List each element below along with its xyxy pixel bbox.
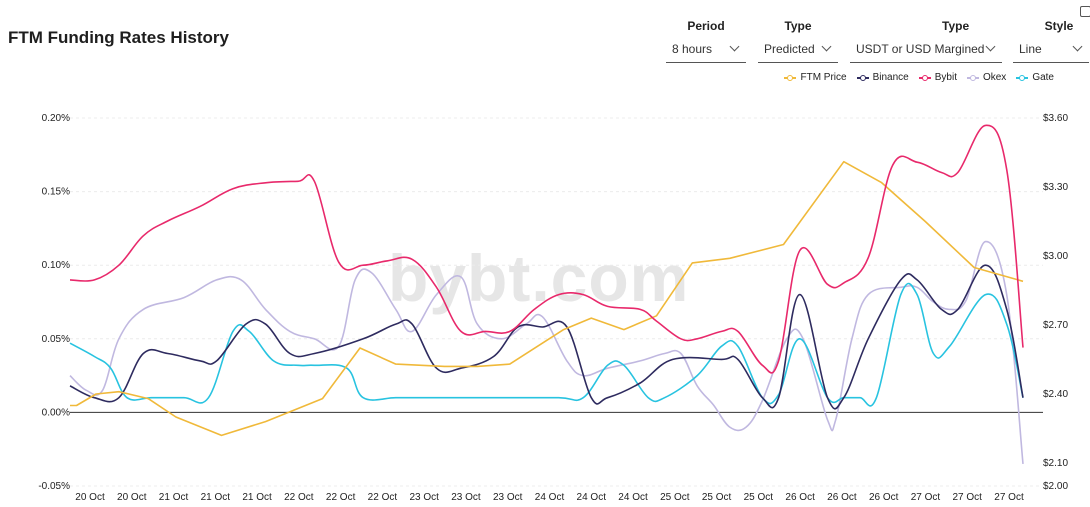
y-right-tick-label: $3.30 <box>1043 182 1068 193</box>
style-label: Style <box>1044 19 1074 33</box>
period-select[interactable]: 8 hours <box>666 38 746 63</box>
x-tick-label: 20 Oct <box>117 492 147 503</box>
margin-type-selector[interactable]: Type USDT or USD Margined <box>850 18 1002 63</box>
legend-swatch <box>1016 74 1029 81</box>
y-left-tick-label: 0.10% <box>42 260 70 271</box>
type-value: Predicted <box>764 42 815 56</box>
x-tick-label: 24 Oct <box>618 492 648 503</box>
x-tick-label: 24 Oct <box>577 492 607 503</box>
series-line-bybit <box>69 124 1024 374</box>
y-left-tick-label: 0.15% <box>42 187 70 198</box>
x-tick-label: 21 Oct <box>242 492 272 503</box>
series-line-binance <box>69 264 1024 410</box>
x-tick-label: 21 Oct <box>201 492 231 503</box>
legend-item-gate[interactable]: Gate <box>1016 72 1054 83</box>
x-tick-label: 22 Oct <box>326 492 356 503</box>
legend-swatch <box>784 74 797 81</box>
y-right-tick-label: $2.00 <box>1043 481 1068 492</box>
x-tick-label: 22 Oct <box>284 492 314 503</box>
x-tick-label: 23 Oct <box>409 492 439 503</box>
legend-item-binance[interactable]: Binance <box>856 72 909 83</box>
y-left-tick-label: 0.20% <box>42 113 70 124</box>
legend-swatch <box>918 74 931 81</box>
style-select[interactable]: Line <box>1013 38 1089 63</box>
chart-legend: FTM Price Binance Bybit Okex Gate <box>784 72 1054 83</box>
y-right-tick-label: $2.10 <box>1043 458 1068 469</box>
legend-swatch <box>856 74 869 81</box>
type-label: Type <box>784 19 812 33</box>
x-tick-label: 23 Oct <box>493 492 523 503</box>
x-tick-label: 23 Oct <box>451 492 481 503</box>
type-select[interactable]: Predicted <box>758 38 838 63</box>
legend-label: Gate <box>1032 72 1054 83</box>
legend-label: FTM Price <box>800 72 847 83</box>
y-right-tick-label: $3.00 <box>1043 251 1068 262</box>
x-tick-label: 26 Oct <box>785 492 815 503</box>
y-right-tick-label: $2.70 <box>1043 320 1068 331</box>
style-value: Line <box>1019 42 1042 56</box>
page-title: FTM Funding Rates History <box>8 28 229 47</box>
x-tick-label: 27 Oct <box>994 492 1024 503</box>
export-icon[interactable] <box>1080 6 1090 17</box>
series-line-gate <box>69 282 1024 407</box>
y-right-tick-label: $2.40 <box>1043 389 1068 400</box>
period-value: 8 hours <box>672 42 713 56</box>
x-tick-label: 25 Oct <box>702 492 732 503</box>
legend-label: Binance <box>872 72 909 83</box>
x-tick-label: 26 Oct <box>827 492 857 503</box>
y-right-tick-label: $3.60 <box>1043 113 1068 124</box>
x-tick-label: 25 Oct <box>660 492 690 503</box>
x-tick-label: 21 Oct <box>159 492 189 503</box>
x-tick-label: 25 Oct <box>744 492 774 503</box>
legend-item-ftm-price[interactable]: FTM Price <box>784 72 847 83</box>
legend-item-bybit[interactable]: Bybit <box>918 72 957 83</box>
y-left-tick-label: 0.05% <box>42 334 70 345</box>
legend-label: Bybit <box>934 72 957 83</box>
series-line-ftm-price <box>70 160 1024 437</box>
legend-swatch <box>966 74 979 81</box>
x-tick-label: 22 Oct <box>368 492 398 503</box>
margin-type-select[interactable]: USDT or USD Margined <box>850 38 1002 63</box>
margin-type-label: Type <box>942 19 970 33</box>
y-left-tick-label: -0.05% <box>38 481 70 492</box>
period-label: Period <box>687 19 725 33</box>
y-left-tick-label: 0.00% <box>42 407 70 418</box>
x-tick-label: 27 Oct <box>911 492 941 503</box>
x-tick-label: 24 Oct <box>535 492 565 503</box>
period-selector[interactable]: Period 8 hours <box>666 18 746 63</box>
x-tick-label: 20 Oct <box>75 492 105 503</box>
type-selector[interactable]: Type Predicted <box>758 18 838 63</box>
style-selector[interactable]: Style Line <box>1013 18 1089 63</box>
x-tick-label: 26 Oct <box>869 492 899 503</box>
series-line-okex <box>69 240 1024 464</box>
legend-label: Okex <box>982 72 1007 83</box>
margin-type-value: USDT or USD Margined <box>856 42 985 56</box>
x-tick-label: 27 Oct <box>952 492 982 503</box>
legend-item-okex[interactable]: Okex <box>966 72 1007 83</box>
